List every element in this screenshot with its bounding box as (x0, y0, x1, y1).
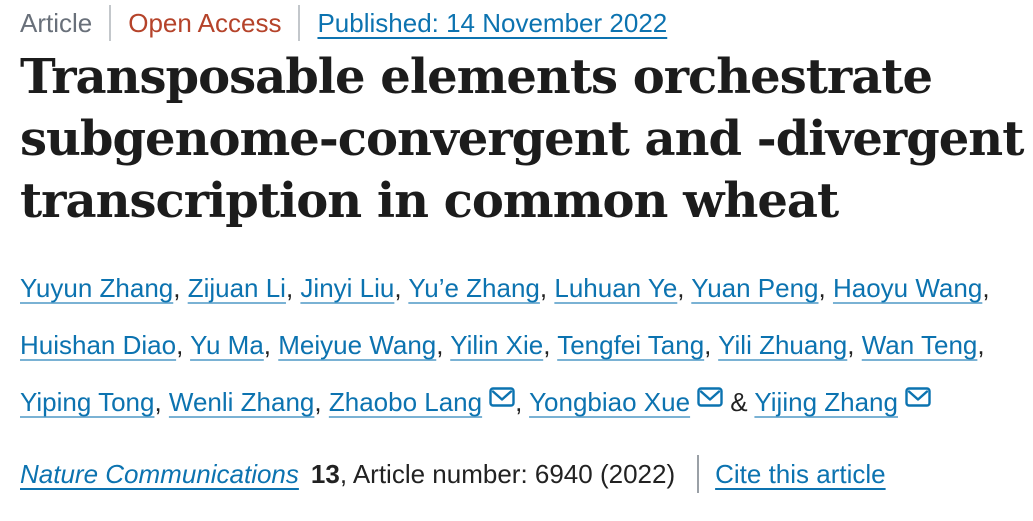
author-link[interactable]: Yu Ma (190, 330, 264, 360)
published-date-link[interactable]: Published: 14 November 2022 (317, 7, 668, 38)
article-title: Transposable elements orchestrate subgen… (20, 46, 1033, 232)
author-link[interactable]: Zhaobo Lang (328, 387, 483, 417)
author-separator: , (176, 330, 191, 360)
cite-this-article-link[interactable]: Cite this article (715, 458, 886, 489)
meta-separator (298, 5, 301, 41)
author-separator: , (285, 273, 301, 303)
open-access-label: Open Access (128, 7, 282, 38)
author-separator: , (314, 387, 329, 417)
author-link[interactable]: Yili Zhuang (718, 330, 848, 360)
citation-line: Nature Communications 13 , Article numbe… (20, 453, 1033, 495)
author-separator: , (677, 273, 692, 303)
author-link[interactable]: Tengfei Tang (557, 330, 705, 360)
article-title-line-1: Transposable elements orchestrate (20, 49, 933, 105)
author-link[interactable]: Huishan Diao (20, 330, 177, 360)
article-title-line-3: transcription in common wheat (20, 173, 839, 229)
author-separator: , (704, 330, 719, 360)
author-separator: , (173, 273, 188, 303)
author-separator: , (539, 273, 555, 303)
author-link[interactable]: Jinyi Liu (300, 273, 395, 303)
author-separator: , (263, 330, 279, 360)
author-separator: , (982, 273, 990, 303)
author-link[interactable]: Yilin Xie (450, 330, 544, 360)
envelope-icon[interactable] (489, 374, 515, 431)
article-identifiers: Article Open Access Published: 14 Novemb… (20, 4, 1033, 42)
author-link[interactable]: Yu’e Zhang (408, 273, 540, 303)
author-link[interactable]: Wan Teng (861, 330, 978, 360)
meta-separator (109, 5, 112, 41)
citation-separator (697, 455, 700, 493)
envelope-icon[interactable] (697, 374, 723, 431)
author-separator: , (515, 387, 530, 417)
author-separator: , (847, 330, 862, 360)
author-link[interactable]: Yuyun Zhang (20, 273, 174, 303)
author-link[interactable]: Luhuan Ye (554, 273, 678, 303)
author-link[interactable]: Yuan Peng (691, 273, 819, 303)
author-link[interactable]: Zijuan Li (187, 273, 286, 303)
journal-volume: 13 (310, 458, 340, 489)
article-title-line-2: subgenome-convergent and -divergent (20, 111, 1024, 167)
author-separator: , (436, 330, 451, 360)
author-separator: , (394, 273, 409, 303)
author-separator: , (154, 387, 169, 417)
author-separator: , (818, 273, 833, 303)
author-separator: , (543, 330, 558, 360)
envelope-icon[interactable] (905, 374, 931, 431)
article-type-label: Article (20, 7, 93, 38)
author-link[interactable]: Haoyu Wang (832, 273, 983, 303)
author-link[interactable]: Meiyue Wang (278, 330, 437, 360)
author-separator: & (723, 387, 755, 417)
author-link[interactable]: Yijing Zhang (754, 387, 898, 417)
article-number-text: , Article number: 6940 (2022) (339, 458, 676, 489)
author-separator: , (977, 330, 985, 360)
journal-link[interactable]: Nature Communications (20, 458, 299, 489)
author-link[interactable]: Yongbiao Xue (529, 387, 691, 417)
author-link[interactable]: Wenli Zhang (168, 387, 315, 417)
author-link[interactable]: Yiping Tong (20, 387, 155, 417)
author-list: Yuyun Zhang, Zijuan Li, Jinyi Liu, Yu’e … (20, 260, 1033, 431)
